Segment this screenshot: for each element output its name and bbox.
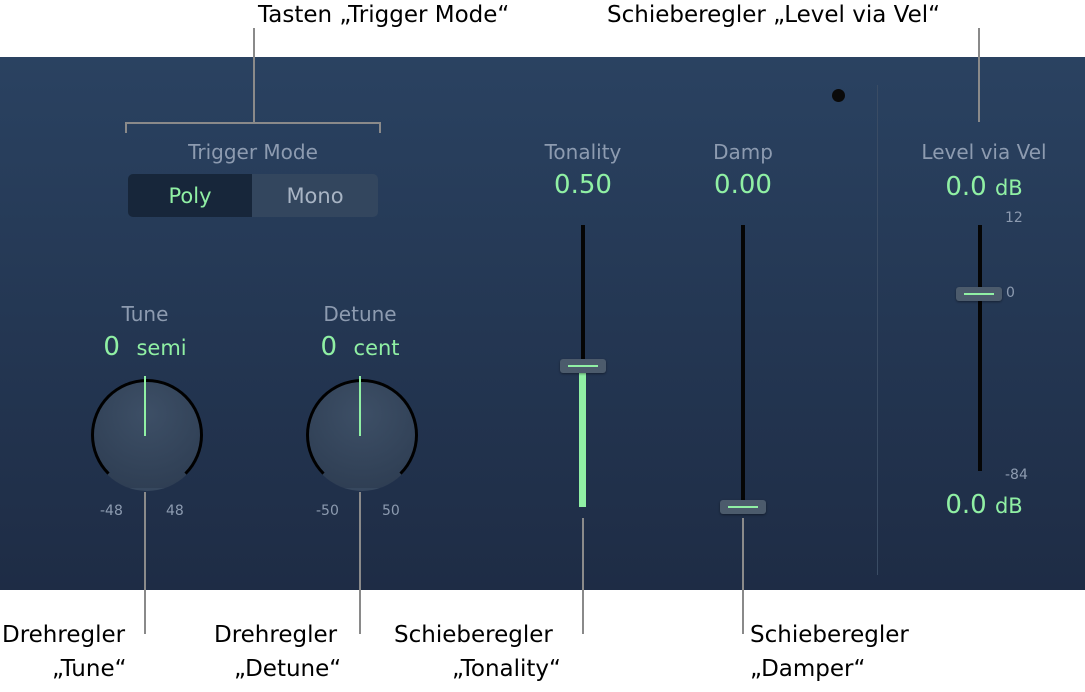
tune-min: -48 bbox=[100, 503, 123, 519]
callout-level-via-vel: Schieberegler „Level via Vel“ bbox=[607, 2, 941, 28]
tune-knob[interactable] bbox=[91, 379, 203, 491]
detune-knob[interactable] bbox=[306, 379, 418, 491]
detune-label: Detune bbox=[323, 302, 397, 326]
callout-tune: „Tune“ bbox=[52, 656, 127, 682]
plugin-panel bbox=[0, 57, 1085, 590]
level-via-vel-label: Level via Vel bbox=[921, 140, 1047, 164]
detune-min: -50 bbox=[316, 503, 339, 519]
tune-value[interactable]: 0 semi bbox=[75, 332, 215, 362]
callout-line bbox=[359, 492, 361, 634]
mono-button[interactable]: Mono bbox=[252, 174, 378, 217]
detune-knob-indicator bbox=[359, 376, 361, 436]
level-top-unit: dB bbox=[994, 176, 1023, 200]
tune-label: Tune bbox=[121, 302, 169, 326]
callout-trigger-mode: Tasten „Trigger Mode“ bbox=[258, 2, 510, 28]
tune-knob-indicator bbox=[144, 376, 146, 436]
tonality-label: Tonality bbox=[544, 140, 622, 164]
level-via-vel-slider-track[interactable] bbox=[978, 225, 982, 471]
callout-line bbox=[582, 518, 584, 634]
level-bottom-number: 0.0 bbox=[945, 490, 987, 520]
callout-tonality: Schieberegler bbox=[394, 622, 553, 648]
level-top-number: 0.0 bbox=[945, 172, 987, 202]
callout-line bbox=[978, 28, 980, 122]
callout-bracket bbox=[125, 122, 127, 133]
callout-damper: „Damper“ bbox=[750, 656, 866, 682]
callout-damper: Schieberegler bbox=[750, 622, 909, 648]
callout-tune: Drehregler bbox=[2, 622, 126, 648]
tonality-slider-fill bbox=[579, 366, 586, 507]
level-scale-max: 12 bbox=[1005, 210, 1023, 226]
detune-value[interactable]: 0 cent bbox=[290, 332, 430, 362]
callout-line bbox=[144, 492, 146, 634]
detune-unit: cent bbox=[353, 336, 400, 360]
detune-number: 0 bbox=[320, 332, 337, 362]
callout-detune: „Detune“ bbox=[234, 656, 342, 682]
detune-max: 50 bbox=[382, 503, 400, 519]
level-via-vel-bottom-value[interactable]: 0.0 dB bbox=[904, 490, 1064, 520]
divider bbox=[877, 85, 878, 575]
trigger-mode-segmented: Poly Mono bbox=[128, 174, 378, 217]
level-scale-zero: 0 bbox=[1006, 285, 1015, 301]
status-led-icon bbox=[832, 89, 845, 102]
callout-detune: Drehregler bbox=[214, 622, 338, 648]
damp-value: 0.00 bbox=[714, 170, 772, 200]
callout-bracket bbox=[125, 122, 381, 124]
tune-unit: semi bbox=[136, 336, 187, 360]
callout-line bbox=[742, 518, 744, 634]
damp-slider-track[interactable] bbox=[741, 225, 745, 507]
damp-label: Damp bbox=[713, 140, 773, 164]
tune-max: 48 bbox=[166, 503, 184, 519]
damp-slider-thumb[interactable] bbox=[720, 500, 766, 514]
callout-line bbox=[253, 28, 255, 124]
level-bottom-unit: dB bbox=[994, 494, 1023, 518]
trigger-mode-label: Trigger Mode bbox=[188, 140, 318, 164]
callout-bracket bbox=[379, 122, 381, 133]
level-via-vel-top-value[interactable]: 0.0 dB bbox=[904, 172, 1064, 202]
level-via-vel-slider-thumb[interactable] bbox=[956, 287, 1002, 301]
poly-button[interactable]: Poly bbox=[128, 174, 252, 217]
level-scale-min: -84 bbox=[1005, 467, 1028, 483]
tune-number: 0 bbox=[103, 332, 120, 362]
callout-tonality: „Tonality“ bbox=[452, 656, 561, 682]
tonality-slider-thumb[interactable] bbox=[560, 359, 606, 373]
tonality-value: 0.50 bbox=[554, 170, 612, 200]
